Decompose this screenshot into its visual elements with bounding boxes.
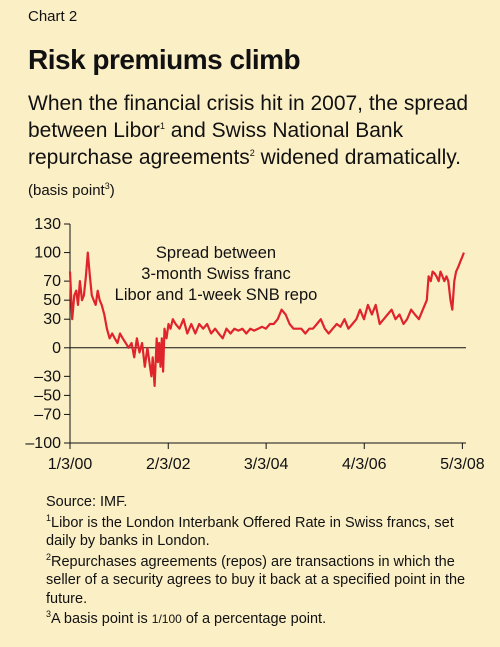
y-tick-label: 100 — [34, 245, 61, 262]
footnote-1: 1Libor is the London Interbank Offered R… — [46, 512, 486, 551]
subtitle-part-a: When the financial crisis hit in 2007, t… — [28, 92, 469, 142]
line-chart: 130 100 70 50 30 0 –30 –50 –70 –100 1/3/00 2/3/02 3/… — [25, 216, 485, 473]
y-tick-label: –30 — [34, 368, 61, 385]
chart-subtitle: When the financial crisis hit in 2007, t… — [28, 90, 498, 171]
unit-footnote-ref: 3 — [104, 181, 110, 191]
subtitle-part-c: widened dramatically. — [254, 146, 462, 169]
subtitle-footnote-ref-2: 2 — [249, 148, 255, 158]
y-tick-label: 50 — [43, 292, 61, 309]
footnote-2: 2Repurchases agreements (repos) are tran… — [46, 551, 486, 609]
unit-text: (basis point — [28, 182, 105, 199]
x-tick-label: 1/3/00 — [48, 456, 93, 473]
footnote-1-text: Libor is the London Interbank Offered Ra… — [46, 514, 454, 550]
chart-annotation-line: 3-month Swiss franc — [141, 265, 290, 283]
y-tick-label: –70 — [34, 406, 61, 423]
chart-title: Risk premiums climb — [28, 44, 301, 75]
x-tick-label: 5/3/08 — [440, 456, 485, 473]
y-tick-label: –50 — [34, 387, 61, 404]
footnotes: Source: IMF. 1Libor is the London Interb… — [46, 493, 486, 629]
footnote-3-text-a: A basis point is — [51, 611, 152, 627]
source-line: Source: IMF. — [46, 494, 128, 510]
footnote-3: 3A basis point is 1/100 of a percentage … — [46, 610, 486, 629]
footnote-3-fraction: 1/100 — [151, 612, 182, 626]
subtitle-part-b: and Swiss National Bank repurchase agree… — [28, 119, 404, 169]
spread-series-line — [68, 251, 465, 387]
subtitle-footnote-ref-1: 1 — [159, 121, 165, 131]
x-tick-label: 4/3/06 — [342, 456, 387, 473]
footnote-2-text: Repurchases agreements (repos) are trans… — [46, 553, 466, 607]
unit-label: (basis point3) — [28, 181, 115, 200]
chart-annotation-line: Libor and 1-week SNB repo — [115, 286, 318, 304]
footnote-3-marker: 3 — [46, 609, 52, 620]
y-tick-label: 0 — [52, 340, 61, 357]
x-tick-label: 2/3/02 — [146, 456, 191, 473]
footnote-3-text-b: of a percentage point. — [181, 611, 327, 627]
chart-kicker: Chart 2 — [28, 8, 78, 25]
y-tick-label: 130 — [34, 216, 61, 233]
y-tick-label: 70 — [43, 273, 61, 290]
chart-annotation-line: Spread between — [156, 244, 276, 262]
x-tick-label: 3/3/04 — [244, 456, 289, 473]
unit-close: ) — [109, 182, 115, 199]
y-tick-label: –100 — [25, 435, 61, 452]
footnote-1-marker: 1 — [46, 512, 52, 523]
y-tick-label: 30 — [43, 311, 61, 328]
footnote-2-marker: 2 — [46, 551, 52, 562]
